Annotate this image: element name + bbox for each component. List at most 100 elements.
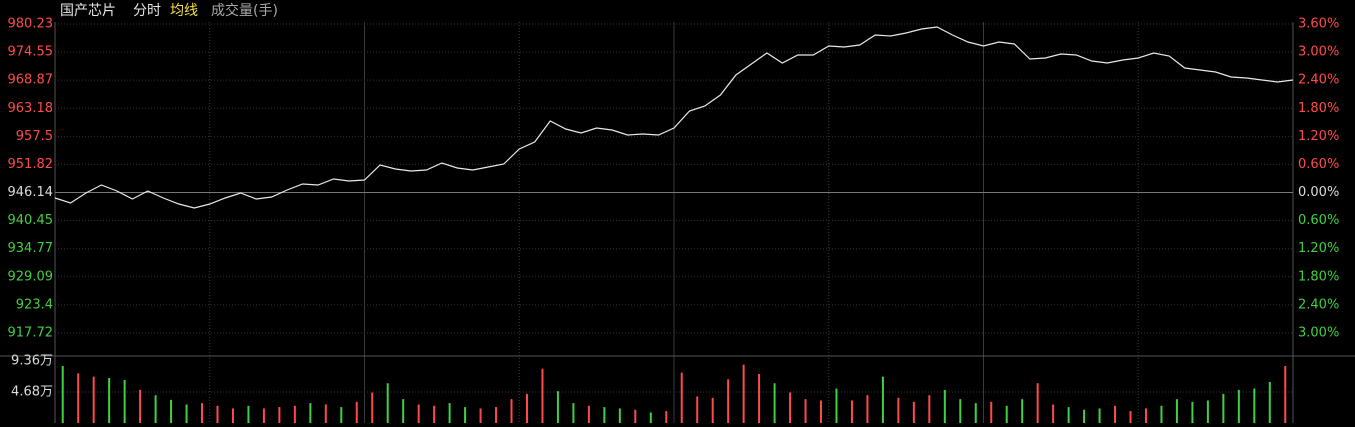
volume-bar: [433, 405, 436, 423]
volume-bar: [1067, 407, 1070, 423]
volume-bar: [634, 409, 637, 423]
stock-name: 国产芯片: [60, 3, 116, 19]
volume-bar: [1098, 408, 1101, 423]
volume-bar: [850, 400, 853, 423]
volume-bar: [758, 373, 761, 423]
avg-label[interactable]: 均线: [170, 3, 198, 19]
y-tick-label: 940.45: [8, 213, 54, 228]
volume-bar: [680, 372, 683, 423]
volume-bar: [696, 396, 699, 423]
volume-bar: [1284, 366, 1287, 423]
volume-bar: [479, 408, 482, 423]
mode-label[interactable]: 分时: [133, 3, 161, 19]
volume-bar: [61, 366, 64, 423]
volume-bar: [881, 376, 884, 423]
volume-bar: [1114, 405, 1117, 423]
volume-bar: [1083, 409, 1086, 423]
y2-tick-label: 2.40%: [1298, 297, 1339, 312]
volume-bar: [1253, 388, 1256, 423]
y2-tick-label: 0.60%: [1298, 157, 1339, 172]
volume-bar: [355, 401, 358, 423]
volume-bar: [1191, 401, 1194, 423]
volume-bar: [278, 407, 281, 423]
volume-bar: [262, 408, 265, 423]
y-tick-label: 968.87: [8, 73, 54, 88]
y2-tick-label: 0.60%: [1298, 213, 1339, 228]
volume-bar: [293, 405, 296, 423]
volume-bar: [928, 395, 931, 423]
volume-bar: [990, 401, 993, 423]
volume-bar: [556, 391, 559, 423]
y-tick-label: 917.72: [8, 326, 54, 341]
volume-bar: [1237, 389, 1240, 423]
y-tick-label: 974.55: [8, 45, 54, 60]
volume-bar: [727, 379, 730, 423]
volume-bar: [201, 403, 204, 423]
volume-bar: [541, 368, 544, 423]
volume-bar: [185, 404, 188, 423]
y2-tick-label: 3.00%: [1298, 45, 1339, 60]
volume-bar: [1144, 408, 1147, 423]
volume-bar: [835, 388, 838, 423]
volume-bar: [618, 408, 621, 423]
volume-bar: [510, 399, 513, 423]
y-tick-label: 4.68万: [11, 385, 53, 400]
volume-bar: [170, 399, 173, 423]
volume-bar: [340, 407, 343, 423]
volume-bar: [587, 405, 590, 423]
volume-bar: [247, 405, 250, 423]
volume-bar: [1160, 405, 1163, 423]
volume-bar: [1206, 400, 1209, 423]
volume-bar: [1052, 404, 1055, 423]
volume-bar: [464, 407, 467, 423]
volume-bar: [216, 405, 219, 423]
volume-bar: [912, 401, 915, 423]
volume-bar: [1129, 411, 1132, 423]
volume-bar: [324, 404, 327, 423]
volume-bar: [974, 403, 977, 423]
volume-bar: [1021, 399, 1024, 423]
price-line: [54, 26, 1294, 209]
volume-bar: [866, 395, 869, 423]
volume-bar: [1005, 405, 1008, 423]
volume-bar: [820, 400, 823, 423]
volume-bar: [92, 376, 95, 423]
y2-tick-label: 0.00%: [1298, 185, 1339, 200]
volume-bar: [123, 379, 126, 423]
volume-label[interactable]: 成交量(手): [211, 2, 278, 19]
volume-bar: [448, 403, 451, 423]
volume-bar: [959, 399, 962, 423]
y-tick-label: 946.14: [8, 185, 54, 200]
y-tick-label: 934.77: [8, 241, 54, 256]
y-tick-label: 980.23: [8, 17, 54, 32]
volume-bar: [1222, 393, 1225, 423]
volume-bar: [603, 407, 606, 423]
volume-bar: [572, 403, 575, 423]
y2-tick-label: 1.20%: [1298, 129, 1339, 144]
y2-tick-label: 1.20%: [1298, 241, 1339, 256]
y2-tick-label: 2.40%: [1298, 73, 1339, 88]
y2-tick-label: 3.60%: [1298, 17, 1339, 32]
volume-bar: [1036, 383, 1039, 423]
volume-bar: [495, 407, 498, 423]
volume-bar: [231, 408, 234, 423]
volume-bar: [108, 377, 111, 423]
volume-bar: [665, 411, 668, 423]
volume-bar: [897, 397, 900, 423]
volume-bar: [1268, 381, 1271, 423]
volume-bar: [417, 404, 420, 423]
volume-bar: [773, 383, 776, 423]
volume-bar: [789, 392, 792, 423]
volume-bar: [154, 395, 157, 423]
y-tick-label: 929.09: [8, 269, 54, 284]
y-tick-label: 957.5: [16, 129, 53, 144]
y2-tick-label: 1.80%: [1298, 101, 1339, 116]
volume-bar: [402, 399, 405, 423]
volume-bar: [1175, 399, 1178, 423]
volume-bar: [943, 389, 946, 423]
volume-bar: [711, 397, 714, 423]
volume-bar: [525, 393, 528, 423]
volume-bar: [804, 399, 807, 423]
